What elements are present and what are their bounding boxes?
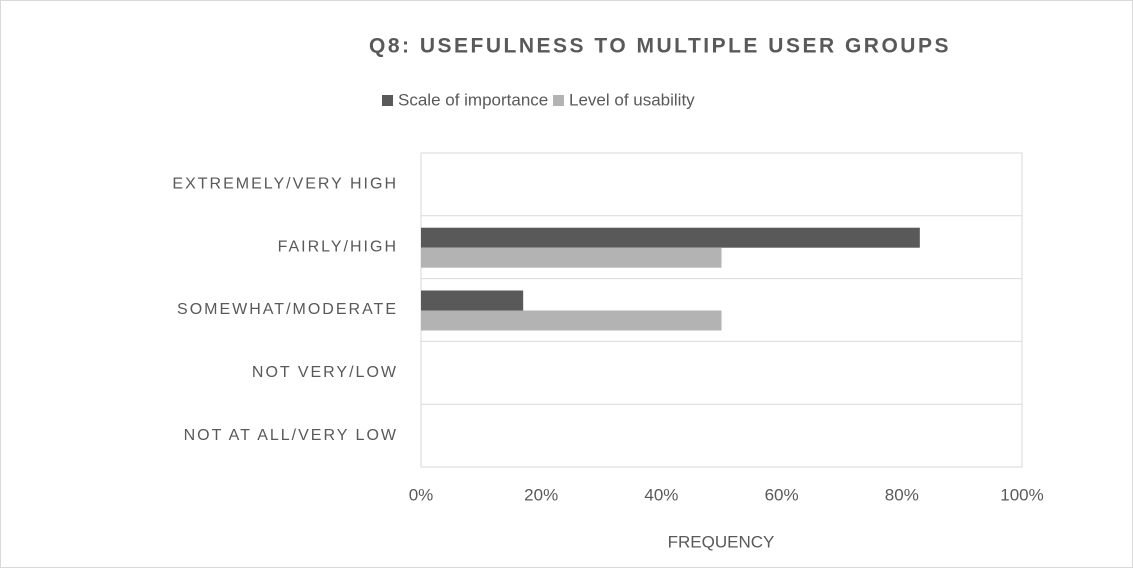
legend-swatch — [382, 95, 393, 106]
category-label: EXTREMELY/VERY HIGH — [172, 176, 398, 193]
x-tick-label: 40% — [644, 485, 678, 504]
x-tick-label: 100% — [1000, 485, 1043, 504]
chart-title: Q8: USEFULNESS TO MULTIPLE USER GROUPS — [369, 35, 951, 58]
category-label: NOT VERY/LOW — [252, 364, 398, 381]
legend-swatch — [553, 95, 564, 106]
x-tick-label: 60% — [765, 485, 799, 504]
category-label: FAIRLY/HIGH — [278, 238, 398, 255]
bar — [421, 247, 722, 268]
x-axis-title: FREQUENCY — [668, 532, 775, 551]
x-tick-label: 80% — [885, 485, 919, 504]
x-tick-label: 0% — [409, 485, 434, 504]
category-label: SOMEWHAT/MODERATE — [177, 301, 398, 318]
bar — [421, 290, 524, 311]
legend-label: Level of usability — [569, 90, 695, 109]
legend-label: Scale of importance — [398, 90, 548, 109]
category-label: NOT AT ALL/VERY LOW — [184, 427, 398, 444]
x-tick-label: 20% — [524, 485, 558, 504]
bar — [421, 310, 722, 331]
bar — [421, 227, 920, 248]
